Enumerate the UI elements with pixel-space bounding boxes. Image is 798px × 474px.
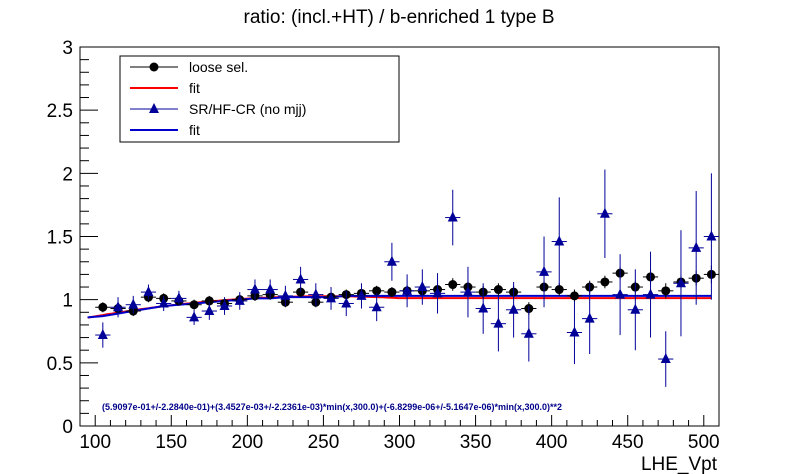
data-point-triangle (158, 297, 169, 308)
data-point-triangle (219, 299, 230, 310)
data-point-triangle (478, 302, 489, 313)
x-tick-label: 250 (308, 432, 340, 453)
x-tick-label: 100 (79, 432, 111, 453)
data-point-triangle (508, 303, 519, 314)
data-point-triangle (234, 294, 245, 305)
data-point-triangle (402, 284, 413, 295)
data-point-triangle (326, 292, 337, 303)
data-point-triangle (417, 281, 428, 292)
data-point-triangle (462, 286, 473, 297)
data-point-circle (569, 291, 579, 301)
data-point-triangle (97, 329, 108, 340)
data-point-triangle (295, 273, 306, 284)
data-point-triangle (341, 297, 352, 308)
data-point-triangle (249, 283, 260, 294)
data-point-triangle (310, 288, 321, 299)
y-tick-label: 1.5 (47, 228, 73, 249)
data-point-triangle (143, 286, 154, 297)
y-tick-label: 0 (62, 417, 73, 438)
data-point-triangle (584, 312, 595, 323)
data-point-triangle (675, 277, 686, 288)
x-tick-label: 200 (232, 432, 264, 453)
data-point-triangle (356, 289, 367, 300)
legend: loose sel. fit SR/HF-CR (no mjj) fit (119, 55, 400, 143)
y-tick-label: 3 (62, 38, 73, 59)
legend-label: loose sel. (189, 59, 248, 75)
legend-box (119, 55, 400, 143)
legend-triangle-marker (149, 103, 159, 113)
data-point-triangle (630, 303, 641, 314)
data-points (95, 169, 719, 387)
data-point-triangle (189, 311, 200, 322)
data-point-circle (98, 302, 108, 312)
x-tick-label: 350 (460, 432, 492, 453)
y-tick-label: 0.5 (47, 354, 73, 375)
legend-circle-marker (149, 62, 159, 72)
data-point-triangle (432, 287, 443, 298)
y-tick-label: 2 (62, 164, 73, 185)
data-point-triangle (447, 211, 458, 222)
y-tick-label: 2.5 (47, 101, 73, 122)
x-tick-label: 450 (612, 432, 644, 453)
data-point-circle (554, 285, 564, 295)
data-point-triangle (539, 265, 550, 276)
data-point-triangle (554, 235, 565, 246)
data-point-triangle (280, 289, 291, 300)
data-point-triangle (371, 301, 382, 312)
data-point-circle (448, 280, 458, 290)
data-point-triangle (128, 298, 139, 309)
x-axis-title: LHE_Vpt (641, 454, 718, 474)
data-point-circle (372, 286, 382, 296)
data-point-triangle (265, 283, 276, 294)
y-tick-label: 1 (62, 291, 73, 312)
data-point-circle (387, 287, 397, 297)
legend-label: fit (189, 122, 200, 138)
data-point-circle (204, 296, 214, 306)
data-point-triangle (615, 288, 626, 299)
x-axis-ticks: 100 150 200 250 300 350 400 450 500 (79, 415, 720, 453)
fit-formula: (5.9097e-01+/-2.2840e-01)+(3.4527e-03+/-… (102, 402, 562, 412)
data-point-triangle (523, 327, 534, 338)
data-point-triangle (493, 317, 504, 328)
data-point-triangle (113, 301, 124, 312)
data-point-circle (189, 300, 199, 310)
data-point-triangle (691, 241, 702, 252)
data-point-triangle (645, 288, 656, 299)
data-point-circle (600, 277, 610, 287)
series-sr-hf-cr (95, 169, 719, 387)
legend-label: SR/HF-CR (no mjj) (189, 101, 306, 117)
x-tick-label: 400 (536, 432, 568, 453)
data-point-triangle (599, 207, 610, 218)
data-point-circle (493, 285, 503, 295)
x-tick-label: 500 (688, 432, 720, 453)
y-axis-ticks: 0 0.5 1 1.5 2 2.5 3 (47, 38, 98, 438)
data-point-triangle (386, 255, 397, 266)
data-point-triangle (204, 305, 215, 316)
data-point-circle (661, 286, 671, 296)
x-tick-label: 150 (155, 432, 187, 453)
legend-label: fit (189, 80, 200, 96)
chart-title: ratio: (incl.+HT) / b-enriched 1 type B (244, 7, 555, 28)
x-tick-label: 300 (384, 432, 416, 453)
data-point-triangle (706, 230, 717, 241)
data-point-triangle (173, 292, 184, 303)
data-point-triangle (660, 353, 671, 364)
data-point-triangle (569, 326, 580, 337)
